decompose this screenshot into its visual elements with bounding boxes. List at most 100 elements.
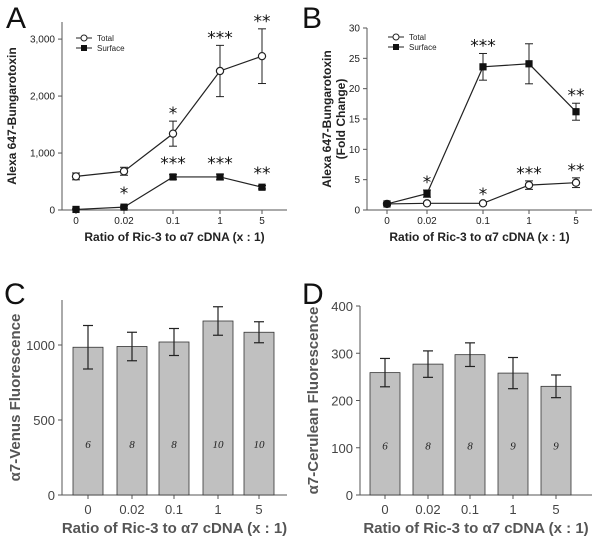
y-tick-label-b: 30 <box>349 24 361 35</box>
legend-marker-b <box>393 44 399 50</box>
y-tick-label-a: 2,000 <box>30 92 55 103</box>
x-tick-label-a: 1 <box>217 216 223 227</box>
bar-c <box>116 346 148 496</box>
significance-marker-a: * <box>120 184 129 204</box>
x-tick-label-c: 1 <box>214 502 221 517</box>
y-tick-label-d: 200 <box>331 394 353 409</box>
y-tick-label-a: 0 <box>49 206 55 217</box>
data-point-b-surface <box>525 60 533 68</box>
data-point-b-surface <box>479 63 487 71</box>
bar-d <box>497 372 529 496</box>
x-tick-label-b: 0.1 <box>476 216 490 227</box>
significance-marker-a: *** <box>160 154 186 174</box>
significance-marker-a: *** <box>207 154 233 174</box>
legend-label-b: Total <box>409 33 426 42</box>
significance-marker-b: ** <box>568 86 585 106</box>
x-tick-label-b: 1 <box>526 216 532 227</box>
bar-c <box>72 346 104 496</box>
x-tick-label-d: 0 <box>381 502 388 517</box>
y-tick-label-b: 10 <box>349 145 361 156</box>
data-point-a-total <box>257 51 267 61</box>
y-tick-label-a: 3,000 <box>30 35 55 46</box>
sample-size-label-d: 9 <box>553 441 559 453</box>
data-point-b-surface <box>383 200 391 208</box>
y-tick-label-b: 25 <box>349 54 361 65</box>
significance-marker-b: ** <box>568 161 585 181</box>
bar-d <box>412 363 444 496</box>
x-tick-label-c: 0.1 <box>165 502 183 517</box>
bar-d <box>454 354 486 496</box>
data-point-a-total <box>119 167 129 176</box>
significance-marker-a: ** <box>254 164 271 184</box>
panel-label-d: D <box>302 278 324 311</box>
y-tick-label-d: 400 <box>331 299 353 314</box>
significance-marker-a: ** <box>254 12 271 32</box>
data-point-a-surface <box>258 183 266 191</box>
y-tick-label-c: 1000 <box>26 338 55 353</box>
y-axis-title-d: α7-Cerulean Fluorescence <box>305 307 322 495</box>
significance-marker-b: * <box>479 185 488 205</box>
x-axis-title-b: Ratio of Ric-3 to α7 cDNA (x : 1) <box>389 230 569 244</box>
data-point-a-total <box>168 129 178 138</box>
x-tick-label-d: 1 <box>509 502 516 517</box>
panel-label-c: C <box>4 278 26 311</box>
significance-marker-b: *** <box>470 36 496 56</box>
data-point-a-surface <box>169 173 177 181</box>
y-axis-subtitle-b: (Fold Change) <box>334 79 348 160</box>
y-axis-title-a: Alexa 647-Bungarotoxin <box>5 47 19 184</box>
y-tick-label-b: 20 <box>349 84 361 95</box>
x-tick-label-d: 0.1 <box>461 502 479 517</box>
sample-size-label-c: 10 <box>254 439 266 451</box>
legend-label-a: Surface <box>97 44 125 53</box>
y-tick-label-c: 500 <box>33 413 55 428</box>
sample-size-label-c: 6 <box>85 439 91 451</box>
y-tick-label-b: 0 <box>354 206 360 217</box>
legend-marker-a <box>81 45 87 51</box>
sample-size-label-d: 8 <box>467 441 473 453</box>
x-tick-label-d: 0.02 <box>415 502 440 517</box>
data-point-b-total <box>571 178 581 187</box>
y-tick-label-b: 15 <box>349 115 361 126</box>
data-point-b-total <box>422 199 432 208</box>
data-point-a-surface <box>120 203 128 211</box>
bar-c <box>243 331 275 496</box>
data-point-b-total <box>478 199 488 208</box>
y-axis-title-c: α7-Venus Fluorescence <box>7 314 24 482</box>
y-tick-label-d: 300 <box>331 346 353 361</box>
significance-marker-a: * <box>169 104 178 124</box>
y-tick-label-a: 1,000 <box>30 149 55 160</box>
series-line-a-surface <box>75 176 263 211</box>
y-tick-label-d: 0 <box>346 488 353 503</box>
series-line-b-surface <box>386 63 577 205</box>
sample-size-label-c: 10 <box>213 439 225 451</box>
y-axis-title-b: Alexa 647-Bungarotoxin <box>320 50 334 187</box>
legend-label-a: Total <box>97 34 114 43</box>
x-tick-label-d: 5 <box>552 502 559 517</box>
data-point-b-surface <box>572 108 580 116</box>
x-axis-title-c: Ratio of Ric-3 to α7 cDNA (x : 1) <box>62 520 287 537</box>
data-point-a-total <box>71 172 81 181</box>
x-tick-label-a: 5 <box>259 216 265 227</box>
x-tick-label-b: 5 <box>573 216 579 227</box>
x-tick-label-a: 0 <box>73 216 79 227</box>
panel-label-b: B <box>302 2 322 35</box>
panel-label-a: A <box>6 2 26 35</box>
data-point-b-surface <box>423 190 431 198</box>
x-axis-title-d: Ratio of Ric-3 to α7 cDNA (x : 1) <box>363 520 588 537</box>
legend-label-b: Surface <box>409 43 437 52</box>
x-axis-title-a: Ratio of Ric-3 to α7 cDNA (x : 1) <box>84 230 264 244</box>
sample-size-label-d: 8 <box>425 441 431 453</box>
x-tick-label-a: 0.02 <box>114 216 134 227</box>
x-tick-label-a: 0.1 <box>166 216 180 227</box>
sample-size-label-c: 8 <box>171 439 177 451</box>
bar-c <box>202 320 234 496</box>
significance-marker-b: * <box>423 173 432 193</box>
y-tick-label-c: 0 <box>48 488 55 503</box>
data-point-a-surface <box>216 173 224 181</box>
sample-size-label-d: 6 <box>382 441 388 453</box>
data-point-b-total <box>524 180 534 190</box>
bar-c <box>158 341 190 496</box>
y-tick-label-d: 100 <box>331 441 353 456</box>
y-tick-label-b: 5 <box>354 175 360 186</box>
